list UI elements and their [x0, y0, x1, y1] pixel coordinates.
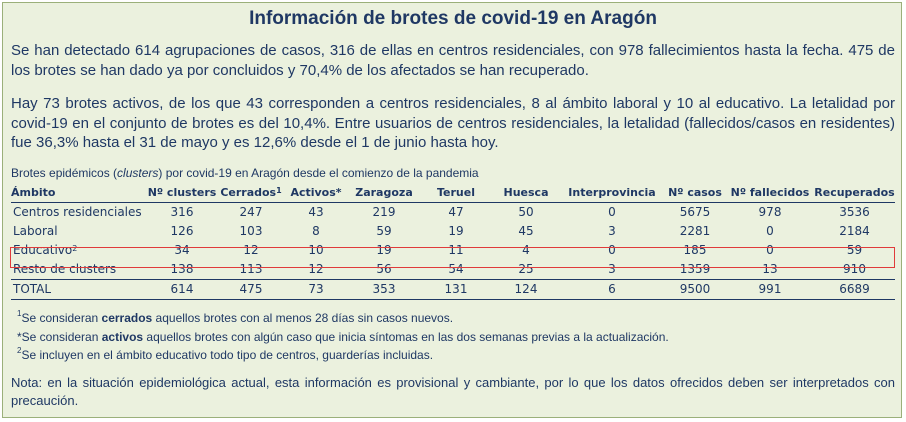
- table-row: Laboral 126 103 8 59 19 45 3 2281 0 2184: [11, 222, 895, 241]
- cell: 614: [146, 279, 218, 300]
- cell: 475: [218, 279, 284, 300]
- cell: 185: [683, 243, 707, 257]
- header-cerrados: Cerrados1: [218, 183, 284, 203]
- cell: 59: [846, 243, 863, 257]
- cell: 12: [243, 243, 259, 257]
- cell: 11: [448, 243, 464, 257]
- footnote-2-marker: 2: [72, 244, 78, 253]
- footnote-2-sup: 2: [17, 346, 22, 355]
- footnote-2-text: Se incluyen en el ámbito educativo todo …: [21, 348, 434, 362]
- clusters-table: Ámbito Nº clusters Cerrados1 Activos* Za…: [11, 183, 895, 300]
- header-huesca: Huesca: [492, 183, 560, 203]
- footnote-activos-bold: activos: [101, 330, 144, 344]
- footnote-1-after: aquellos brotes con al menos 28 días sin…: [152, 311, 454, 325]
- cell: Resto de clusters: [13, 262, 117, 276]
- footnote-activos: *Se consideran activos aquellos brotes c…: [17, 330, 669, 344]
- cell-label: Educativo: [13, 243, 73, 257]
- cell: 54: [448, 262, 464, 276]
- footnote-activos-after: aquellos brotes con algún caso que inici…: [143, 330, 669, 344]
- cell: 45: [518, 224, 534, 238]
- cell: 25: [518, 262, 534, 276]
- cell: TOTAL: [11, 279, 146, 300]
- cell: 34: [174, 243, 190, 257]
- cell: 19: [376, 243, 392, 257]
- cell: 47: [420, 202, 492, 222]
- cell: 43: [284, 202, 348, 222]
- header-teruel: Teruel: [420, 183, 492, 203]
- cell: 6: [560, 279, 664, 300]
- cell: 6689: [814, 279, 895, 300]
- header-casos: Nº casos: [664, 183, 726, 203]
- cell: 10: [308, 243, 324, 257]
- cell: 59: [376, 224, 392, 238]
- table-row-educativo: Educativo2 34 12 10 19 11 4 0 185 0 59: [11, 241, 895, 260]
- cell: 56: [376, 262, 392, 276]
- table-header-row: Ámbito Nº clusters Cerrados1 Activos* Za…: [11, 183, 895, 203]
- header-activos: Activos*: [284, 183, 348, 203]
- header-cerrados-label: Cerrados: [220, 186, 277, 199]
- caption-italic: clusters: [117, 166, 159, 180]
- cell: 9500: [664, 279, 726, 300]
- footnote-1-bold: cerrados: [101, 311, 153, 325]
- header-interprovincia: Interprovincia: [560, 183, 664, 203]
- cell: 3: [608, 224, 616, 238]
- cell: 138: [170, 262, 194, 276]
- cell: 0: [766, 224, 774, 238]
- cell: 247: [218, 202, 284, 222]
- cell: 131: [420, 279, 492, 300]
- header-fallecidos: Nº fallecidos: [726, 183, 814, 203]
- footnote-2: 2Se incluyen en el ámbito educativo todo…: [17, 346, 434, 362]
- caption-after: ) por covid-19 en Aragón desde el comien…: [158, 166, 479, 180]
- page-title: Información de brotes de covid-19 en Ara…: [249, 8, 657, 29]
- cell-educativo: Educativo2: [11, 241, 146, 260]
- cell: 0: [560, 202, 664, 222]
- footnote-activos-before: *Se consideran: [17, 330, 102, 344]
- footnote-1-sup: 1: [17, 309, 22, 318]
- footnote-1-before: Se consideran: [21, 311, 102, 325]
- header-zaragoza: Zaragoza: [348, 183, 420, 203]
- cell: 5675: [664, 202, 726, 222]
- cell: 73: [284, 279, 348, 300]
- table-row: Resto de clusters 138 113 12 56 54 25 3 …: [11, 260, 895, 280]
- cell: 19: [448, 224, 464, 238]
- summary-paragraph-2: Hay 73 brotes activos, de los que 43 cor…: [11, 95, 895, 151]
- cell: 353: [348, 279, 420, 300]
- cell: 126: [170, 224, 194, 238]
- header-clusters: Nº clusters: [146, 183, 218, 203]
- cell: 13: [762, 262, 778, 276]
- cell: 0: [608, 243, 616, 257]
- info-panel: Información de brotes de covid-19 en Ara…: [2, 2, 902, 418]
- cell: 219: [348, 202, 420, 222]
- cell: 316: [146, 202, 218, 222]
- final-note: Nota: en la situación epidemiológica act…: [11, 375, 895, 408]
- footnote-1: 1Se consideran cerrados aquellos brotes …: [17, 309, 454, 325]
- cell: 8: [312, 224, 320, 238]
- header-ambito: Ámbito: [11, 183, 146, 203]
- cell: 1359: [679, 262, 711, 276]
- cell: 991: [726, 279, 814, 300]
- table-caption: Brotes epidémicos (clusters) por covid-1…: [11, 166, 479, 180]
- cell: 910: [843, 262, 866, 276]
- cell: 978: [726, 202, 814, 222]
- cell: 2281: [679, 224, 711, 238]
- cell: 3536: [814, 202, 895, 222]
- header-recuperados: Recuperados: [814, 183, 895, 203]
- cell: 3: [608, 262, 616, 276]
- cell: 2184: [839, 224, 870, 238]
- cell: 113: [239, 262, 263, 276]
- cell: 0: [766, 243, 774, 257]
- cell: 12: [308, 262, 324, 276]
- summary-paragraph-1: Se han detectado 614 agrupaciones de cas…: [11, 42, 895, 79]
- cell: Laboral: [13, 224, 58, 238]
- cell: 4: [522, 243, 530, 257]
- cell: 124: [492, 279, 560, 300]
- cell: 103: [239, 224, 263, 238]
- caption-before: Brotes epidémicos (: [11, 166, 118, 180]
- cell: Centros residenciales: [11, 202, 146, 222]
- table-row-total: TOTAL 614 475 73 353 131 124 6 9500 991 …: [11, 279, 895, 300]
- cell: 50: [492, 202, 560, 222]
- table-row: Centros residenciales 316 247 43 219 47 …: [11, 202, 895, 222]
- footnote-1-marker: 1: [276, 186, 282, 195]
